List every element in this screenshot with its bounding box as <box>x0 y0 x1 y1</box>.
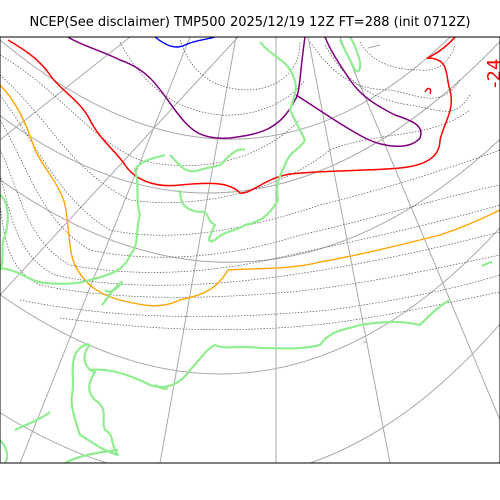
isotherm-blue <box>154 37 216 48</box>
contour-label: -24 <box>484 59 500 88</box>
minor-isotherms <box>0 39 500 331</box>
graticule-meridians <box>0 37 500 463</box>
graticule-latitude <box>0 37 500 463</box>
isotherm-purple-loop <box>295 37 422 147</box>
isotherm-red <box>7 37 456 194</box>
map-title: NCEP(See disclaimer) TMP500 2025/12/19 1… <box>29 15 471 30</box>
isotherm-red-small <box>424 87 432 95</box>
map-border <box>0 36 500 464</box>
isotherm-orange <box>0 84 500 307</box>
coastlines <box>0 37 493 463</box>
isotherm-purple <box>67 37 306 139</box>
island-markers <box>363 44 381 343</box>
